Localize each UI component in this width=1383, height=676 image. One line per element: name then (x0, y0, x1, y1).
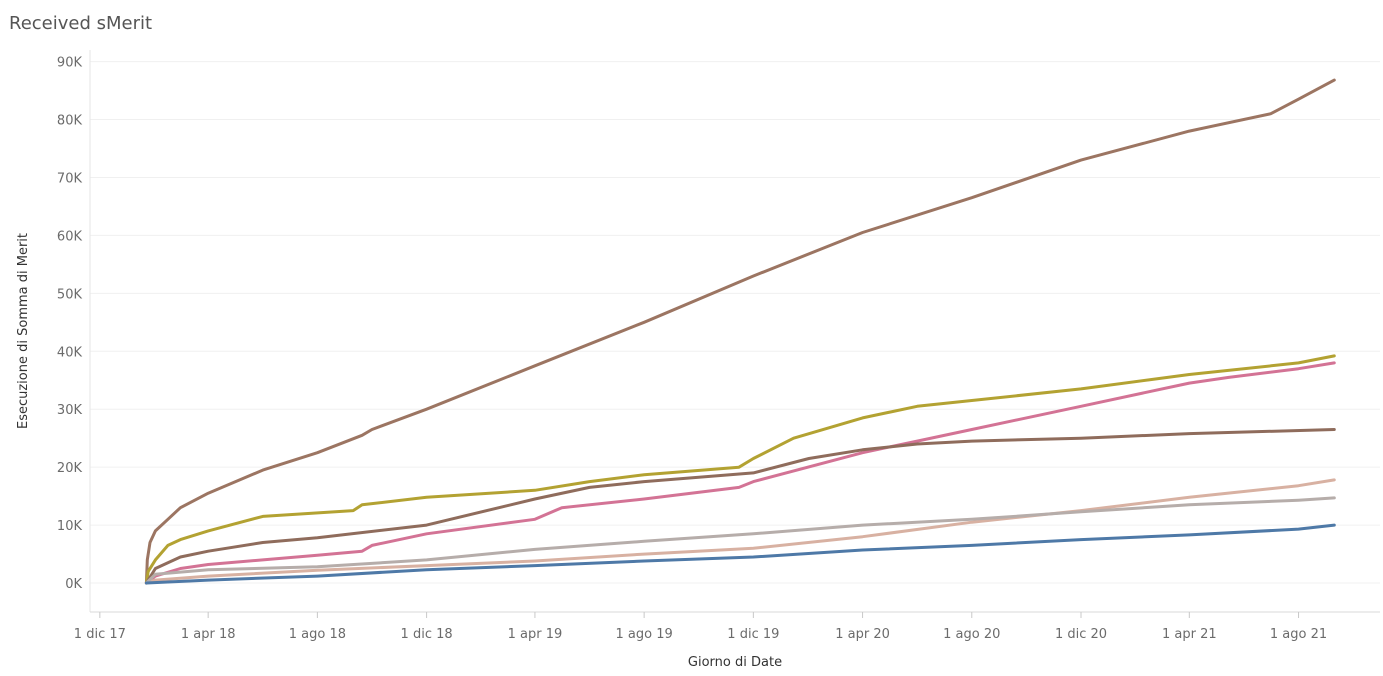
series-line-4 (144, 428, 1336, 585)
x-axis-title: Giorno di Date (688, 655, 782, 670)
series-line-2 (144, 354, 1336, 585)
x-tick-label: 1 ago 18 (289, 627, 346, 642)
y-axis-title: Esecuzione di Somma di Merit (16, 233, 31, 429)
y-tick-label: 10K (57, 519, 83, 534)
x-tick-label: 1 ago 19 (616, 627, 673, 642)
x-axis-ticks: 1 dic 17 1 apr 18 1 ago 18 1 dic 18 1 apr 19… (74, 612, 1327, 642)
x-tick-label: 1 ago 20 (943, 627, 1000, 642)
x-tick-label: 1 apr 19 (508, 627, 563, 642)
chart-title: Received sMerit (9, 13, 153, 34)
x-tick-label: 1 dic 17 (74, 627, 126, 642)
x-tick-label: 1 dic 19 (727, 627, 779, 642)
series-line-1 (144, 78, 1336, 585)
x-tick-label: 1 dic 20 (1055, 627, 1107, 642)
y-tick-label: 80K (57, 114, 83, 129)
series-line-6 (144, 496, 1336, 585)
series-lines (144, 78, 1336, 585)
y-tick-label: 90K (57, 56, 83, 71)
gridlines (90, 61, 1380, 584)
x-tick-label: 1 apr 20 (835, 627, 890, 642)
y-tick-label: 40K (57, 345, 83, 360)
y-axis-ticks: 0K 10K 20K 30K 40K 50K 60K 70K 80K 90K (57, 56, 83, 592)
x-tick-label: 1 apr 18 (181, 627, 236, 642)
y-tick-label: 70K (57, 171, 83, 186)
series-line-5 (144, 478, 1336, 585)
series-line-7 (144, 523, 1336, 585)
y-tick-label: 30K (57, 403, 83, 418)
y-tick-label: 50K (57, 287, 83, 302)
x-tick-label: 1 dic 18 (401, 627, 453, 642)
series-line-3 (144, 361, 1336, 585)
x-tick-label: 1 apr 21 (1162, 627, 1217, 642)
x-tick-label: 1 ago 21 (1270, 627, 1327, 642)
y-tick-label: 60K (57, 229, 83, 244)
y-tick-label: 20K (57, 461, 83, 476)
y-tick-label: 0K (65, 577, 82, 592)
